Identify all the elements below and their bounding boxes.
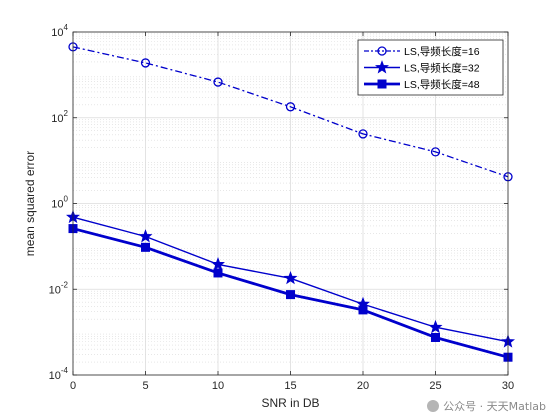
legend-label: LS,导频长度=16: [404, 45, 480, 58]
legend-label: LS,导频长度=32: [404, 62, 480, 75]
legend-marker: [377, 79, 387, 89]
data-point: [211, 257, 225, 271]
y-tick-base: 10: [51, 113, 63, 125]
y-tick-base: 10: [49, 370, 61, 382]
data-point: [430, 147, 441, 157]
y-tick-label: 104: [51, 23, 68, 39]
legend-marker: [375, 60, 389, 74]
data-point: [141, 242, 150, 252]
legend-label: LS,导频长度=48: [404, 78, 480, 91]
y-tick-label: 100: [51, 195, 68, 211]
data-point: [358, 129, 368, 139]
y-tick-exponent: -4: [61, 366, 69, 375]
data-point: [428, 319, 443, 334]
x-axis-label: SNR in DB: [261, 396, 319, 410]
legend-item: LS,导频长度=48: [364, 78, 480, 91]
watermark: 公众号 · 天天Matlab: [427, 398, 546, 414]
x-tick-label: 30: [502, 380, 514, 392]
x-tick-label: 5: [142, 380, 148, 392]
y-tick-base: 10: [51, 27, 63, 39]
y-tick-label: 102: [51, 109, 68, 125]
data-point: [140, 58, 151, 68]
y-axis-label: mean squared error: [23, 151, 37, 256]
y-tick-base: 10: [49, 284, 61, 296]
axes-frame: [72, 31, 509, 376]
data-point: [285, 102, 296, 112]
y-tick-label: 10-4: [49, 366, 69, 382]
x-tick-label: 15: [284, 380, 296, 392]
x-ticks: 0 5 10 15 20 25 30: [70, 380, 514, 392]
y-tick-exponent: 4: [64, 23, 69, 32]
wechat-icon: [427, 400, 440, 412]
legend: LS,导频长度=16 LS,导频长度=32 LS,导频长度=48: [357, 39, 504, 96]
data-point: [358, 305, 368, 315]
y-tick-exponent: 0: [64, 195, 69, 204]
watermark-text: 公众号 · 天天Matlab: [443, 400, 546, 413]
x-tick-label: 0: [70, 380, 76, 392]
data-point: [213, 268, 223, 278]
series-layer: [66, 42, 515, 362]
y-tick-label: 10-2: [49, 280, 69, 296]
data-point: [286, 290, 295, 300]
x-tick-label: 10: [212, 380, 224, 392]
x-tick-label: 20: [357, 380, 369, 392]
data-point: [213, 77, 223, 87]
y-tick-base: 10: [51, 199, 63, 211]
x-tick-label: 25: [429, 380, 441, 392]
legend-item: LS,导频长度=16: [364, 45, 480, 58]
data-point: [431, 332, 440, 342]
legend-item: LS,导频长度=32: [364, 60, 480, 75]
data-point: [138, 229, 153, 243]
data-point: [283, 270, 298, 285]
series-line: [72, 46, 509, 178]
y-tick-exponent: 2: [64, 109, 69, 118]
legend-marker: [377, 46, 387, 56]
series-3: [68, 224, 513, 362]
y-tick-exponent: -2: [61, 280, 69, 289]
